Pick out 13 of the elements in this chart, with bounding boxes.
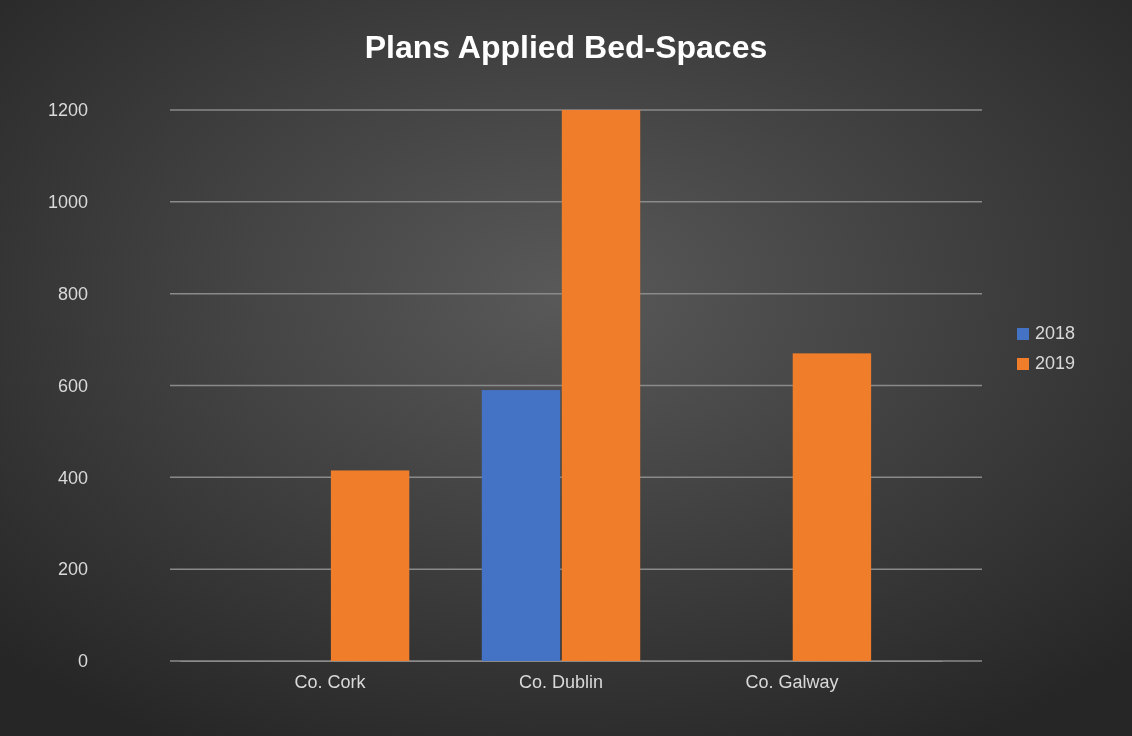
y-tick-label: 0 [77, 651, 88, 672]
x-tick-label: Co. Galway [745, 671, 839, 692]
legend-label: 2018 [1035, 323, 1076, 343]
x-tick-label: Co. Cork [294, 671, 367, 692]
y-tick-label: 1200 [47, 100, 88, 121]
y-tick-label: 600 [57, 375, 88, 396]
legend-label: 2019 [1035, 353, 1076, 373]
y-tick-label: 200 [57, 559, 88, 580]
x-tick-label: Co. Dublin [518, 671, 604, 692]
y-tick-label: 1000 [47, 192, 88, 213]
chart-title: Plans Applied Bed-Spaces [364, 29, 768, 65]
y-tick-label: 800 [57, 283, 88, 304]
y-tick-label: 400 [57, 467, 88, 488]
